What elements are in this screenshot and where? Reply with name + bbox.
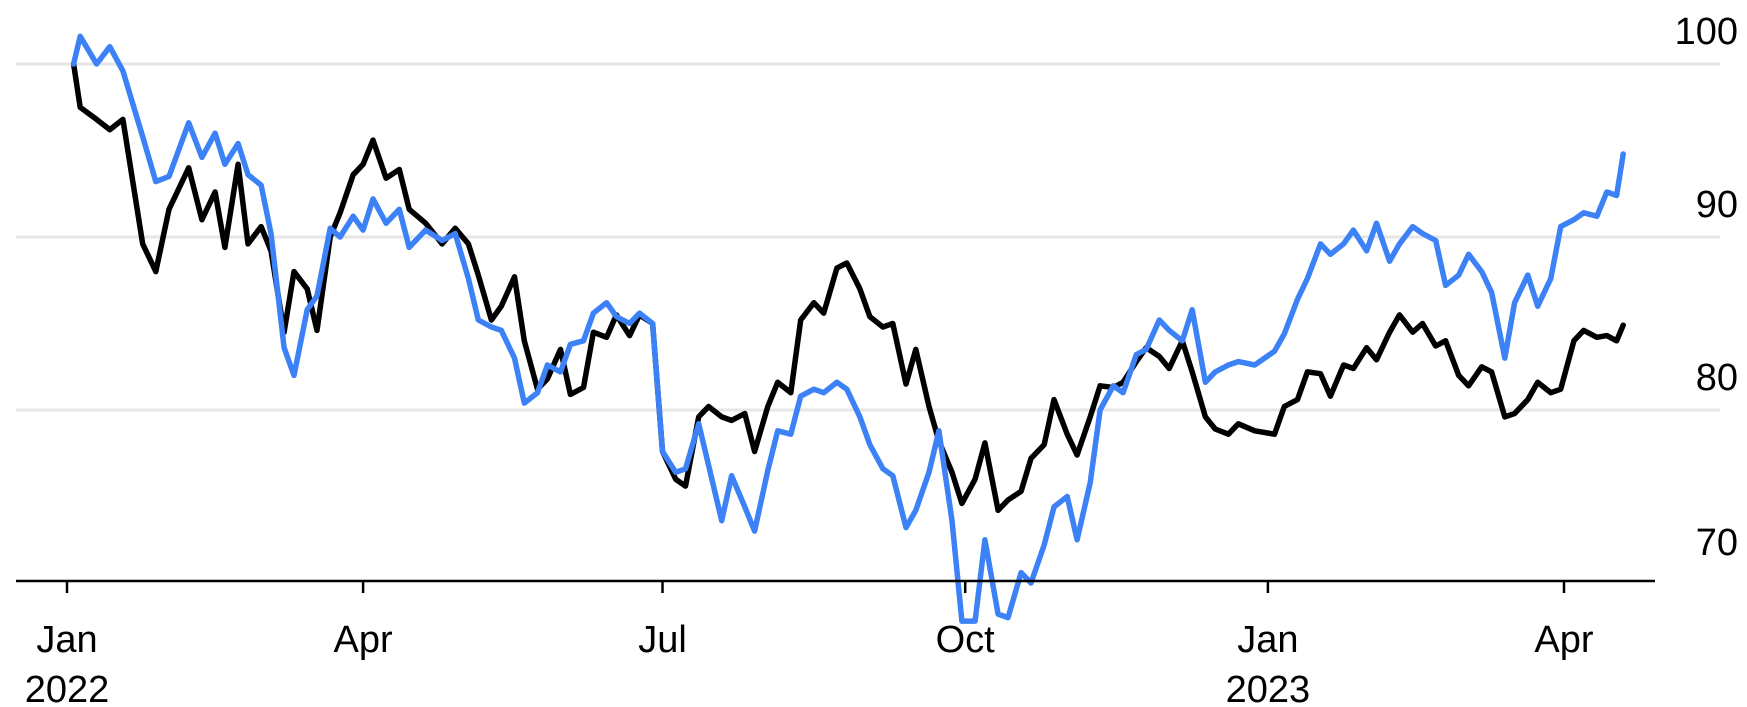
- y-axis-labels: 100 90 80 70: [1675, 11, 1738, 564]
- x-tick-label-0: Jan: [36, 619, 97, 661]
- y-tick-label-80: 80: [1696, 357, 1738, 399]
- y-tick-label-70: 70: [1696, 522, 1738, 564]
- series-line-2: [70, 33, 1626, 624]
- x-tick-label-2: Jul: [638, 619, 687, 661]
- x-tick-label-4: Jan: [1237, 619, 1298, 661]
- x-axis: Jan 2022 Apr Jul Oct Jan 2023 Apr: [16, 579, 1655, 707]
- x-tick-label-5: Apr: [1534, 619, 1593, 661]
- gridlines: [16, 62, 1720, 412]
- x-tick-label-1: Apr: [334, 619, 393, 661]
- series-lines: [70, 33, 1626, 624]
- x-year-label-2022: 2022: [25, 669, 110, 707]
- x-year-label-2023: 2023: [1226, 669, 1311, 707]
- x-tick-label-3: Oct: [936, 619, 996, 661]
- series-line-1: [70, 61, 1626, 514]
- y-tick-label-100: 100: [1675, 11, 1738, 53]
- y-tick-label-90: 90: [1696, 184, 1738, 226]
